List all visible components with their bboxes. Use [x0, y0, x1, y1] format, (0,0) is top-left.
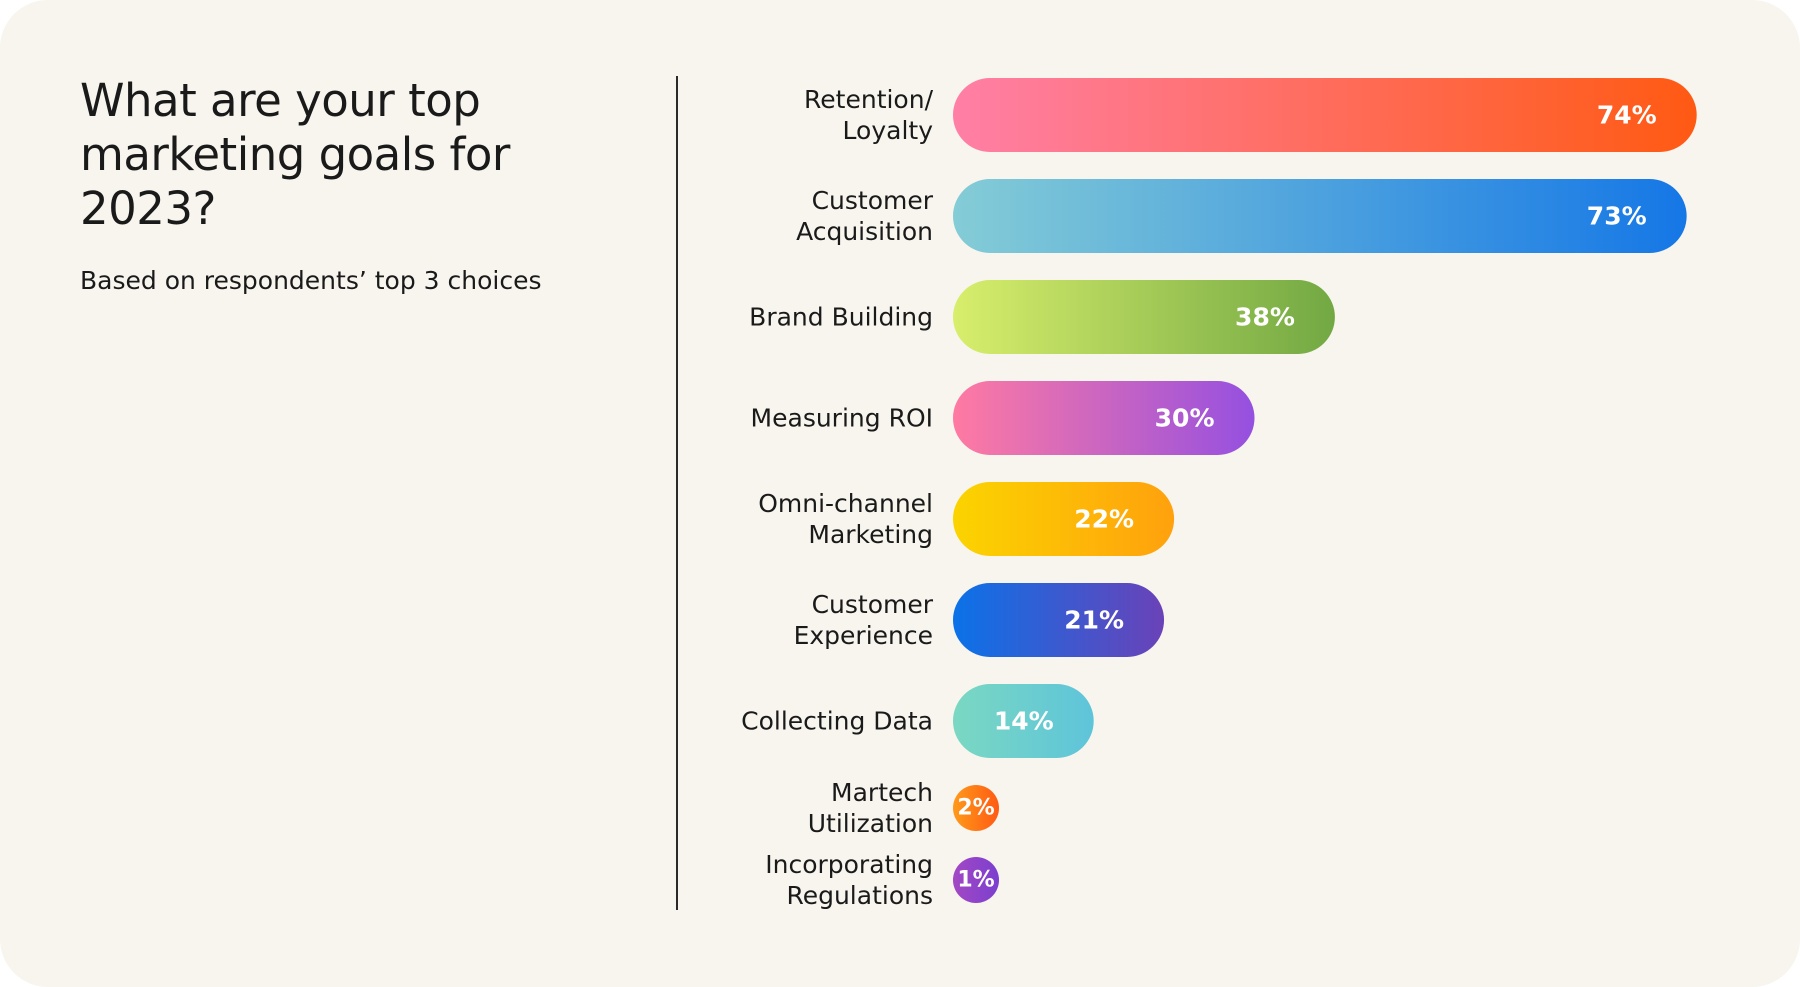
bar-martech-utilization — [953, 785, 999, 831]
category-label-incorporating-regulations-line-2: Regulations — [786, 881, 933, 910]
bar-customer-experience — [953, 583, 1165, 657]
value-label-customer-acquisition: 73% — [1587, 202, 1647, 231]
value-label-incorporating-regulations: 1% — [957, 868, 994, 893]
value-label-measuring-roi: 30% — [1155, 404, 1215, 433]
category-label-martech-utilization-line-1: Martech — [831, 778, 933, 807]
bar-collecting-data — [953, 684, 1094, 758]
category-label-measuring-roi: Measuring ROI — [751, 404, 933, 433]
bar-customer-acquisition — [953, 179, 1687, 253]
chart-subtitle: Based on respondents’ top 3 choices — [80, 266, 542, 295]
bar-measuring-roi — [953, 381, 1255, 455]
divider — [676, 76, 678, 910]
category-label-omni-channel-marketing-line-1: Omni-channel — [758, 489, 933, 518]
category-label-customer-acquisition-line-2: Acquisition — [796, 217, 933, 246]
category-label-retention-loyalty-line-1: Retention/ — [804, 85, 934, 114]
bar-omni-channel-marketing — [953, 482, 1175, 556]
value-label-retention-loyalty: 74% — [1597, 101, 1657, 130]
value-label-martech-utilization: 2% — [957, 796, 994, 821]
value-label-omni-channel-marketing: 22% — [1074, 505, 1134, 534]
category-label-collecting-data: Collecting Data — [741, 707, 933, 736]
value-label-customer-experience: 21% — [1064, 606, 1124, 635]
category-label-brand-building: Brand Building — [749, 303, 933, 332]
category-label-martech-utilization-line-2: Utilization — [808, 809, 933, 838]
bar-retention-loyalty — [953, 78, 1697, 152]
category-label-customer-experience-line-1: Customer — [812, 590, 934, 619]
category-label-retention-loyalty-line-2: Loyalty — [843, 116, 934, 145]
category-label-customer-experience-line-2: Experience — [794, 621, 933, 650]
chart-title: What are your top marketing goals for 20… — [80, 74, 510, 235]
bar-brand-building — [953, 280, 1335, 354]
bar-incorporating-regulations — [953, 857, 999, 903]
category-label-incorporating-regulations-line-1: Incorporating — [765, 850, 933, 879]
value-label-collecting-data: 14% — [994, 707, 1054, 736]
value-label-brand-building: 38% — [1235, 303, 1295, 332]
category-label-customer-acquisition-line-1: Customer — [812, 186, 934, 215]
category-label-omni-channel-marketing-line-2: Marketing — [808, 520, 933, 549]
